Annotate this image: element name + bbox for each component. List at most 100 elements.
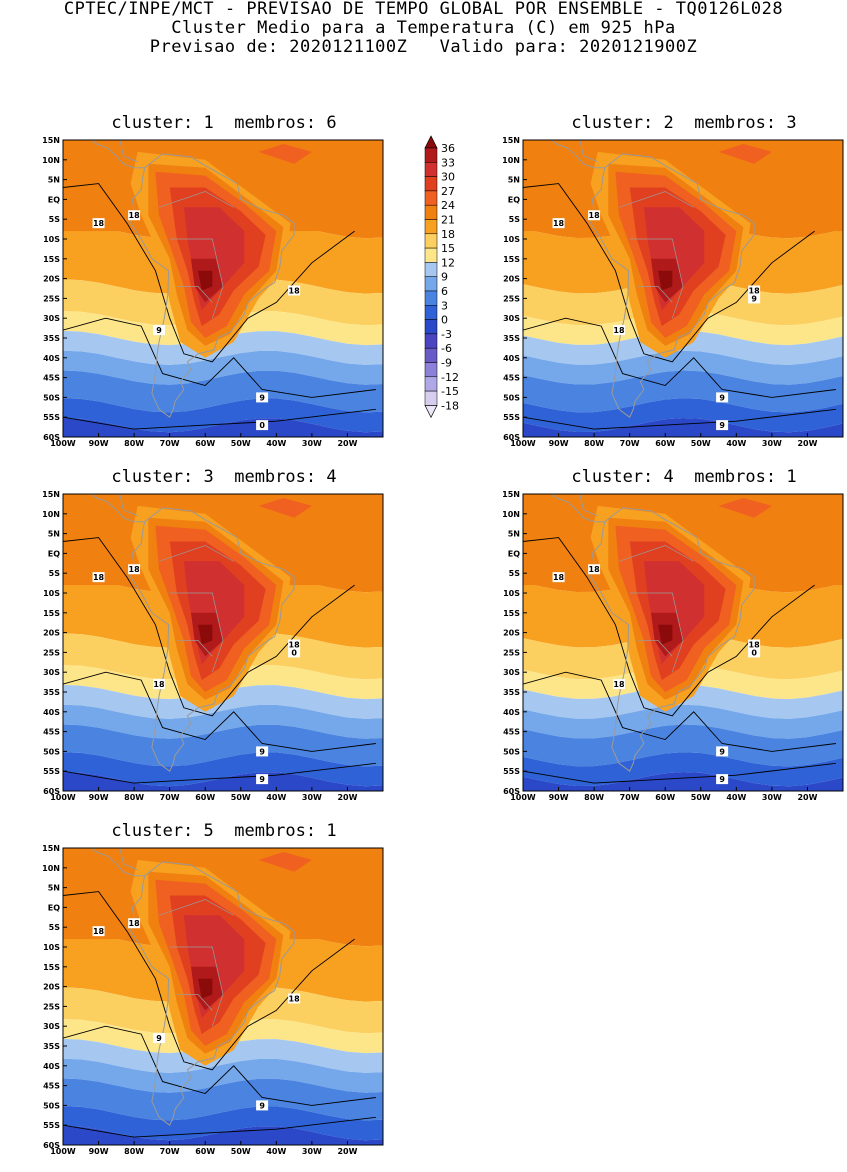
coastline-central-america — [550, 140, 605, 169]
colorbar-segment — [424, 219, 438, 235]
colorbar-segment — [424, 319, 438, 335]
lat-tick-label: 15N — [42, 845, 60, 853]
colorbar-label: 33 — [441, 156, 455, 169]
contour-line — [63, 408, 376, 430]
lon-tick-label: 90W — [89, 793, 109, 802]
colorbar-label: -12 — [441, 371, 459, 384]
colorbar-label: 6 — [441, 285, 448, 298]
lat-tick-label: 50S — [503, 393, 520, 402]
contour-label: 18 — [588, 564, 601, 575]
lon-tick-label: 30W — [762, 439, 782, 448]
lat-tick-label: 55S — [503, 767, 520, 776]
lat-tick-label: 55S — [43, 1121, 60, 1130]
country-border — [176, 640, 213, 657]
coastline — [130, 507, 295, 772]
country-border — [169, 238, 224, 319]
coastline-central-america — [90, 848, 145, 877]
lon-tick-label: 70W — [620, 439, 640, 448]
lon-tick-label: 60W — [195, 793, 215, 802]
coastline-central-america — [90, 140, 145, 169]
lat-tick-label: 15N — [42, 491, 60, 499]
contour-label: 9 — [256, 392, 269, 403]
header-line-1: CPTEC/INPE/MCT - PREVISAO DE TEMPO GLOBA… — [63, 0, 784, 19]
lat-tick-label: 5N — [48, 884, 60, 893]
contour-label: 0 — [288, 647, 301, 658]
lat-tick-label: 15N — [42, 137, 60, 145]
lat-tick-label: 10N — [42, 156, 60, 165]
lat-tick-label: 50S — [43, 1101, 60, 1110]
lat-tick-label: 10S — [43, 235, 60, 244]
lon-tick-label: 50W — [231, 1147, 251, 1156]
lon-tick-label: 70W — [160, 439, 180, 448]
header-line-3: Previsao de: 2020121100Z Valido para: 20… — [149, 37, 698, 57]
lon-tick-label: 80W — [124, 1147, 144, 1156]
lon-tick-label: 20W — [337, 793, 357, 802]
contour-label: 18 — [748, 639, 761, 650]
lat-tick-label: 5N — [508, 176, 520, 185]
svg-text:18: 18 — [129, 211, 141, 220]
coastline-central-america — [90, 494, 145, 523]
contour-line — [63, 1116, 376, 1138]
lat-tick-label: 5S — [49, 215, 61, 224]
svg-text:18: 18 — [589, 565, 601, 574]
lat-tick-label: 55S — [43, 413, 60, 422]
lon-tick-label: 70W — [160, 1147, 180, 1156]
country-border — [618, 545, 694, 562]
svg-text:18: 18 — [289, 286, 301, 295]
lat-tick-label: 15N — [502, 491, 520, 499]
lat-tick-label: 5S — [49, 569, 61, 578]
contour-line — [63, 1025, 376, 1106]
colorbar-label: -18 — [441, 399, 459, 412]
svg-text:0: 0 — [259, 421, 265, 430]
svg-text:9: 9 — [259, 1101, 265, 1110]
coastline — [590, 507, 755, 772]
contour-label: 18 — [613, 325, 625, 336]
lon-tick-label: 20W — [337, 439, 357, 448]
lat-tick-label: EQ — [48, 903, 60, 912]
lon-tick-label: 20W — [797, 793, 817, 802]
lat-tick-label: EQ — [508, 549, 520, 558]
contour-label: 18 — [288, 639, 301, 650]
lon-tick-label: 40W — [266, 439, 286, 448]
lat-tick-label: 40S — [43, 1062, 60, 1071]
colorbar-label: 24 — [441, 199, 455, 212]
lon-tick-label: 40W — [726, 793, 746, 802]
lat-tick-label: 45S — [43, 728, 60, 737]
figure-header: CPTEC/INPE/MCT - PREVISAO DE TEMPO GLOBA… — [0, 0, 847, 57]
svg-text:18: 18 — [613, 680, 625, 689]
lat-tick-label: 35S — [43, 334, 60, 343]
map-panel-1: 18 18 18 9 9 0 15N 10N 5N EQ 5S 10S 15S 20S 25S 30S 35S 4… — [42, 137, 384, 448]
lat-tick-label: 25S — [43, 1002, 60, 1011]
lon-tick-label: 50W — [691, 439, 711, 448]
coastline — [130, 153, 295, 418]
lat-tick-label: 45S — [503, 728, 520, 737]
lon-tick-label: 90W — [549, 793, 569, 802]
lat-tick-label: 20S — [43, 275, 60, 284]
lat-tick-label: EQ — [48, 195, 60, 204]
contour-label: 9 — [716, 420, 729, 431]
contour-label: 18 — [588, 210, 601, 221]
lon-tick-label: 20W — [797, 439, 817, 448]
lat-tick-label: 20S — [503, 275, 520, 284]
lon-tick-label: 30W — [302, 1147, 322, 1156]
lat-tick-label: 15S — [43, 609, 60, 618]
contour-label: 9 — [716, 392, 729, 403]
colorbar-label: 21 — [441, 214, 455, 227]
lat-tick-label: 30S — [43, 1022, 60, 1031]
contour-line — [63, 762, 376, 784]
map-frame — [522, 493, 844, 792]
lat-tick-label: 20S — [503, 629, 520, 638]
lat-tick-label: 40S — [503, 354, 520, 363]
lat-tick-label: 60S — [43, 787, 60, 796]
colorbar-segment — [424, 333, 438, 349]
colorbar-segment — [424, 204, 438, 220]
contour-line — [63, 671, 376, 752]
lat-tick-label: 10S — [43, 943, 60, 952]
colorbar-label: 30 — [441, 171, 455, 184]
contour-label: 18 — [128, 564, 141, 575]
colorbar-segment — [424, 305, 438, 320]
coastline — [130, 861, 295, 1126]
lat-tick-label: 10N — [502, 510, 520, 519]
